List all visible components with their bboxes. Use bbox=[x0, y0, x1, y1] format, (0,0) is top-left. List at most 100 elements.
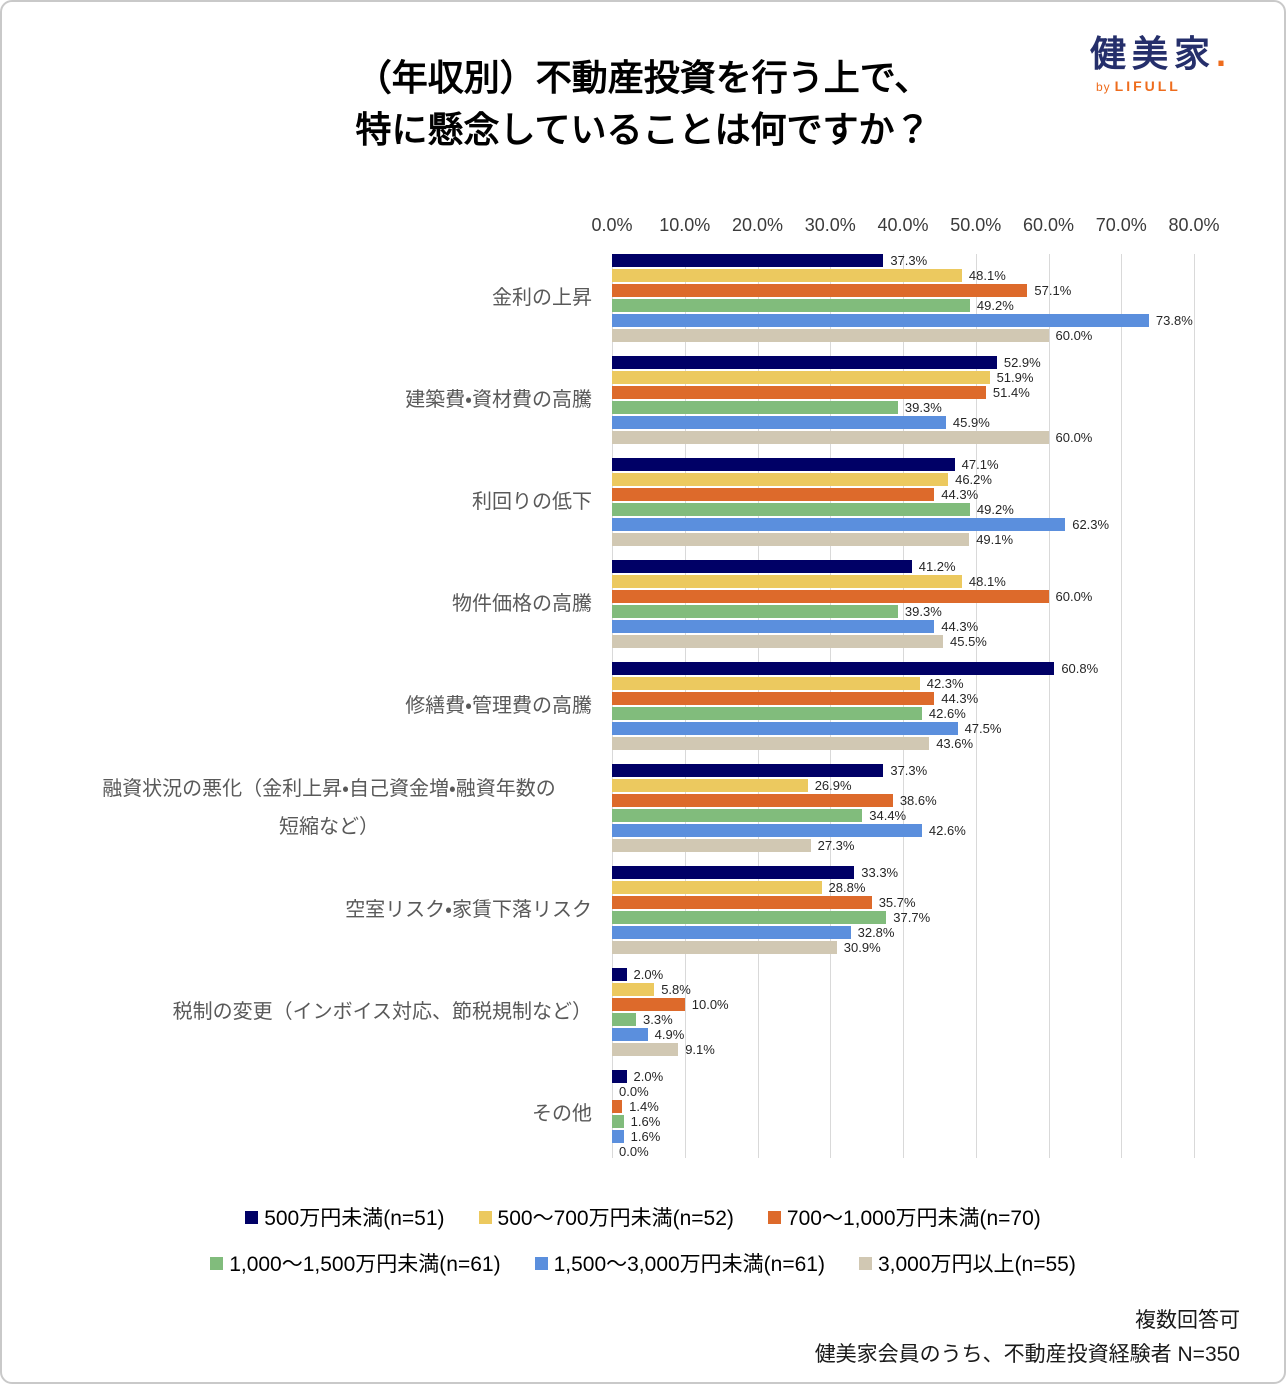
bar-value-label: 49.1% bbox=[976, 532, 1014, 548]
legend-label: 500万円未満(n=51) bbox=[264, 1207, 445, 1231]
category-row: その他 2.0% 0.0% 1.4% 1.6% 1.6% 0.0% bbox=[42, 1069, 1244, 1159]
bar-value-label: 4.9% bbox=[654, 1027, 685, 1043]
gridline bbox=[684, 254, 686, 1159]
bar-line: 34.4% bbox=[612, 808, 1194, 823]
bar-line: 52.9% bbox=[612, 355, 1194, 370]
category-row: 融資状況の悪化（金利上昇・自己資金増・融資年数の短縮など） 37.3% 26.9% 3… bbox=[42, 763, 1244, 854]
legend-item: 500〜700万円未満(n=52) bbox=[478, 1202, 734, 1232]
category-label: 税制の変更（インボイス対応、節税規制など） bbox=[172, 1001, 592, 1024]
bar-line: 46.2% bbox=[612, 472, 1194, 487]
bar bbox=[612, 968, 627, 982]
bar-line: 41.2% bbox=[612, 559, 1194, 574]
category-label: その他 bbox=[532, 1103, 592, 1126]
bar bbox=[612, 722, 958, 736]
bar bbox=[612, 809, 863, 823]
bar-line: 1.4% bbox=[612, 1099, 1194, 1114]
plot-area: 金利の上昇 37.3% 48.1% 57.1% 49.2% 73.8% 60.0% 建築費・資… bbox=[42, 253, 1244, 1159]
bar-line: 62.3% bbox=[612, 517, 1194, 532]
bar-value-label: 43.6% bbox=[936, 736, 974, 752]
x-axis-tick: 20.0% bbox=[731, 215, 784, 236]
bar-value-label: 73.8% bbox=[1155, 313, 1193, 329]
bar-line: 45.5% bbox=[612, 634, 1194, 649]
bar bbox=[612, 329, 1049, 343]
legend-label: 500〜700万円未満(n=52) bbox=[497, 1207, 734, 1231]
bar-value-label: 49.2% bbox=[976, 298, 1014, 314]
bar bbox=[612, 416, 946, 430]
bar-line: 60.0% bbox=[612, 589, 1194, 604]
bar-line: 39.3% bbox=[612, 400, 1194, 415]
bar bbox=[612, 314, 1149, 328]
kenbiya-logo: 健美家. by LIFULL bbox=[1090, 36, 1226, 95]
legend-swatch bbox=[245, 1210, 259, 1224]
bar bbox=[612, 1013, 636, 1027]
bar bbox=[612, 284, 1028, 298]
bar bbox=[612, 983, 655, 997]
bar-line: 42.3% bbox=[612, 676, 1194, 691]
bar-line: 10.0% bbox=[612, 997, 1194, 1012]
bar-value-label: 1.6% bbox=[630, 1114, 661, 1130]
gridline bbox=[975, 254, 977, 1159]
category-bars: 2.0% 0.0% 1.4% 1.6% 1.6% 0.0% bbox=[612, 1069, 1194, 1159]
bar-value-label: 38.6% bbox=[899, 793, 937, 809]
bar bbox=[612, 575, 962, 589]
bar-value-label: 37.7% bbox=[893, 910, 931, 926]
gridline bbox=[612, 254, 613, 1159]
bar-value-label: 42.6% bbox=[928, 823, 966, 839]
bar-value-label: 60.8% bbox=[1061, 661, 1099, 677]
bar-value-label: 1.6% bbox=[630, 1129, 661, 1145]
bar bbox=[612, 707, 922, 721]
footnote-line2: 健美家会員のうち、不動産投資経験者 N=350 bbox=[814, 1342, 1240, 1366]
category-rows: 金利の上昇 37.3% 48.1% 57.1% 49.2% 73.8% 60.0% 建築費・資… bbox=[42, 253, 1244, 1159]
category-row: 利回りの低下 47.1% 46.2% 44.3% 49.2% 62.3% 49.1% bbox=[42, 457, 1244, 548]
legend: 500万円未満(n=51) 500〜700万円未満(n=52) 700〜1,000万… bbox=[42, 1202, 1244, 1278]
bar-value-label: 47.1% bbox=[961, 457, 999, 473]
bar bbox=[612, 605, 898, 619]
bar-line: 42.6% bbox=[612, 823, 1194, 839]
bar bbox=[612, 779, 808, 793]
legend-label: 1,000〜1,500万円未満(n=61) bbox=[229, 1253, 501, 1277]
bar bbox=[612, 1043, 679, 1057]
bar-line: 51.9% bbox=[612, 370, 1194, 385]
bar-line: 4.9% bbox=[612, 1027, 1194, 1043]
x-axis-tick: 40.0% bbox=[877, 215, 929, 236]
bar-line: 44.3% bbox=[612, 487, 1194, 502]
bar bbox=[612, 386, 986, 400]
category-label: 利回りの低下 bbox=[472, 491, 592, 514]
bar bbox=[612, 824, 922, 838]
bar-line: 1.6% bbox=[612, 1129, 1194, 1145]
bar-line: 49.1% bbox=[612, 532, 1194, 548]
bar bbox=[612, 431, 1049, 445]
gridlines bbox=[612, 254, 1195, 1159]
bar-value-label: 48.1% bbox=[968, 268, 1006, 284]
category-row: 建築費・資材費の高騰 52.9% 51.9% 51.4% 39.3% 45.9% 60.0% bbox=[42, 355, 1244, 445]
x-axis-tick: 50.0% bbox=[950, 215, 1002, 236]
bar-line: 9.1% bbox=[612, 1042, 1194, 1057]
bar-value-label: 39.3% bbox=[904, 604, 942, 620]
bar bbox=[612, 677, 920, 691]
category-bars: 52.9% 51.9% 51.4% 39.3% 45.9% 60.0% bbox=[612, 355, 1194, 445]
category-label: 修繕費・管理費の高騰 bbox=[405, 695, 592, 718]
bar bbox=[612, 866, 855, 880]
gridline bbox=[757, 254, 759, 1159]
legend-item: 500万円未満(n=51) bbox=[245, 1202, 445, 1232]
bar bbox=[612, 269, 962, 283]
bar-value-label: 2.0% bbox=[633, 967, 664, 983]
bar-line: 44.3% bbox=[612, 619, 1194, 634]
bar bbox=[612, 371, 990, 385]
bar bbox=[612, 518, 1066, 532]
chart-title-line2: 特に懸念していることは何ですか？ bbox=[355, 109, 931, 151]
bar bbox=[612, 473, 949, 487]
bar bbox=[612, 1115, 624, 1129]
bar-line: 57.1% bbox=[612, 283, 1194, 298]
bar-value-label: 45.9% bbox=[952, 415, 990, 431]
legend-label: 3,000万円以上(n=55) bbox=[877, 1253, 1076, 1277]
category-bars: 2.0% 5.8% 10.0% 3.3% 4.9% 9.1% bbox=[612, 967, 1194, 1057]
category-label: 建築費・資材費の高騰 bbox=[405, 389, 592, 412]
gridline bbox=[1121, 254, 1123, 1159]
logo-byline: by LIFULL bbox=[1090, 78, 1226, 94]
bar bbox=[612, 692, 935, 706]
bar-value-label: 3.3% bbox=[643, 1012, 673, 1028]
bar-chart: 0.0% 10.0% 20.0% 30.0% 40.0% 50.0% 60.0% 70.0% 8… bbox=[42, 208, 1244, 1159]
bar-value-label: 27.3% bbox=[817, 838, 855, 854]
legend-row: 500万円未満(n=51) 500〜700万円未満(n=52) 700〜1,000万… bbox=[42, 1202, 1244, 1232]
